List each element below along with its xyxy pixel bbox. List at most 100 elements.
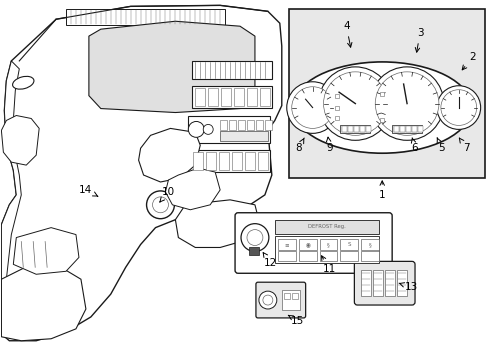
Text: 5: 5 (436, 138, 444, 153)
Bar (188, 116, 269, 143)
Circle shape (241, 224, 268, 251)
Text: 1: 1 (378, 181, 385, 200)
Bar (206, 152, 216, 170)
Text: 8: 8 (295, 138, 304, 153)
Bar (347, 126, 353, 132)
Bar (246, 121, 253, 130)
Polygon shape (13, 228, 79, 274)
Bar (257, 152, 267, 170)
Polygon shape (1, 61, 21, 299)
Bar (220, 121, 226, 130)
Bar (319, 251, 337, 261)
Text: 14: 14 (79, 185, 98, 196)
Circle shape (369, 67, 443, 140)
Bar (248, 247, 258, 255)
Polygon shape (1, 116, 39, 165)
Text: S: S (347, 242, 350, 247)
Circle shape (152, 197, 168, 213)
Polygon shape (89, 21, 254, 113)
Bar (385, 270, 394, 296)
Circle shape (146, 191, 174, 219)
Bar (372, 270, 383, 296)
Bar (232, 152, 242, 170)
Bar (260, 88, 269, 105)
Circle shape (286, 82, 338, 133)
Bar (380, 92, 384, 96)
Text: 15: 15 (287, 315, 304, 326)
Bar (391, 125, 421, 133)
Bar (335, 117, 339, 121)
Text: 4: 4 (343, 21, 351, 47)
Circle shape (318, 67, 391, 140)
Text: DEFROST Reg.: DEFROST Reg. (307, 224, 345, 229)
Text: 11: 11 (321, 256, 335, 274)
Bar (234, 88, 244, 105)
Bar (264, 121, 271, 130)
Bar (405, 126, 410, 132)
Circle shape (374, 72, 438, 135)
Bar (361, 270, 370, 296)
Bar (192, 61, 271, 79)
Bar (340, 251, 358, 261)
Bar (340, 239, 358, 251)
Text: 7: 7 (458, 138, 469, 153)
Polygon shape (165, 168, 220, 210)
Bar (361, 239, 379, 251)
Circle shape (162, 167, 174, 179)
Bar (219, 152, 228, 170)
Bar (193, 152, 203, 170)
Circle shape (291, 87, 333, 129)
Circle shape (263, 295, 272, 305)
Bar (380, 118, 384, 122)
Bar (228, 121, 236, 130)
Bar (220, 131, 267, 141)
Text: ◉: ◉ (305, 242, 309, 247)
Bar (246, 88, 256, 105)
Text: 10: 10 (160, 187, 175, 202)
FancyBboxPatch shape (255, 282, 305, 318)
Bar (66, 9, 224, 25)
Polygon shape (175, 200, 260, 247)
Bar (221, 88, 231, 105)
Circle shape (440, 90, 476, 125)
Circle shape (246, 230, 263, 246)
Bar (283, 293, 289, 299)
Bar (298, 239, 316, 251)
Circle shape (436, 86, 480, 129)
Bar (255, 121, 263, 130)
Text: 2: 2 (461, 52, 475, 70)
Text: 13: 13 (398, 282, 417, 292)
Text: §: § (326, 242, 329, 247)
Bar (274, 220, 379, 234)
Bar (188, 150, 269, 172)
Circle shape (188, 121, 204, 137)
Bar (360, 126, 365, 132)
Ellipse shape (292, 62, 471, 153)
Ellipse shape (13, 76, 34, 89)
Bar (274, 235, 379, 264)
Bar (366, 126, 370, 132)
Bar (340, 125, 369, 133)
Polygon shape (138, 129, 200, 182)
Bar (411, 126, 416, 132)
Bar (396, 270, 406, 296)
Bar (291, 293, 297, 299)
FancyBboxPatch shape (235, 213, 391, 273)
Text: 9: 9 (325, 137, 332, 153)
Circle shape (323, 72, 386, 135)
Bar (288, 9, 484, 178)
Bar (192, 86, 271, 108)
Bar (393, 126, 398, 132)
Text: §: § (368, 242, 371, 247)
Bar (361, 251, 379, 261)
Bar (238, 121, 244, 130)
Circle shape (203, 125, 213, 134)
Bar (335, 105, 339, 109)
FancyBboxPatch shape (354, 261, 414, 305)
Bar (399, 126, 404, 132)
Bar (417, 126, 422, 132)
Bar (244, 152, 254, 170)
Circle shape (258, 291, 276, 309)
Bar (195, 88, 205, 105)
Bar (354, 126, 359, 132)
